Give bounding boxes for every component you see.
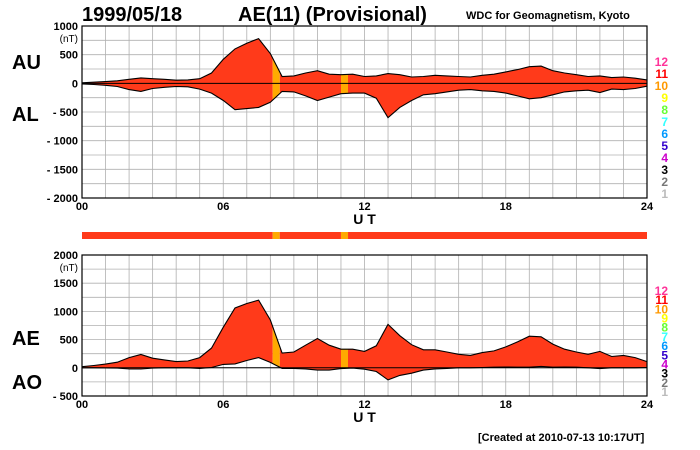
x-tick-label: 06: [217, 201, 229, 213]
x-tick-label: 24: [641, 201, 654, 213]
x-axis-title: U T: [353, 211, 376, 227]
y-tick-label: - 500: [53, 391, 78, 403]
station-scale-label: 4: [661, 151, 668, 165]
station-scale-label: 8: [661, 103, 668, 117]
y-tick-label: 500: [60, 335, 78, 347]
station-strip-10: [340, 232, 349, 239]
series-line-al: [81, 83, 648, 119]
station-scale-label: 6: [661, 127, 668, 141]
data-source: WDC for Geomagnetism, Kyoto: [466, 10, 630, 22]
x-tick-label: 24: [641, 399, 654, 411]
station-strip-11: [82, 232, 273, 239]
station-scale-label: 5: [661, 139, 668, 153]
station-strip-10: [272, 232, 280, 239]
station-scale-label: 9: [661, 312, 668, 326]
y-tick-label: 2000: [54, 250, 78, 262]
station-scale-label: 7: [661, 115, 668, 129]
station-scale-label: 3: [661, 163, 668, 177]
station-scale-label: 11: [655, 293, 668, 307]
y-tick-label: 500: [60, 50, 78, 62]
area-segment-11-stations: [82, 38, 273, 110]
x-tick-label: 18: [500, 399, 512, 411]
area-segment-11-stations: [348, 324, 647, 380]
created-timestamp: [Created at 2010-07-13 10:17UT]: [478, 432, 645, 444]
station-scale-label: 8: [661, 321, 668, 335]
station-scale-label: 11: [655, 67, 668, 81]
panel-1: [81, 254, 648, 397]
y-tick-label: - 500: [53, 107, 78, 119]
station-scale-label: 10: [655, 302, 669, 316]
y-tick-label: 0: [72, 363, 78, 375]
station-scale-label: 2: [661, 376, 668, 390]
x-axis-title: U T: [353, 409, 376, 425]
station-scale-label: 9: [661, 91, 668, 105]
station-scale-label: 1: [661, 187, 668, 201]
plot-title: AE(11) (Provisional): [238, 4, 427, 26]
y-unit-label: (nT): [60, 263, 78, 274]
y-tick-label: 0: [72, 78, 78, 90]
y-tick-label: - 2000: [47, 193, 78, 205]
y-tick-label: - 1000: [47, 136, 78, 148]
area-segment-10-stations: [272, 326, 280, 368]
station-scale-label: 3: [661, 367, 668, 381]
series-line-au: [81, 37, 648, 84]
al-label: AL: [12, 104, 39, 126]
panel-0: [81, 25, 648, 199]
station-scale-label: 1: [661, 385, 668, 399]
ae-label: AE: [12, 328, 40, 350]
y-tick-label: 1000: [54, 21, 78, 33]
y-unit-label: (nT): [60, 34, 78, 45]
x-tick-label: 00: [76, 399, 88, 411]
x-tick-label: 12: [358, 201, 370, 213]
y-tick-label: 1000: [54, 306, 78, 318]
station-scale-label: 7: [661, 330, 668, 344]
station-strip-11: [279, 232, 341, 239]
area-segment-11-stations: [82, 300, 273, 369]
station-scale-label: 10: [655, 79, 669, 93]
series-line-ae: [81, 299, 648, 368]
plot-frame: [81, 25, 648, 199]
ao-label: AO: [12, 372, 42, 394]
station-scale-label: 12: [655, 55, 669, 69]
y-tick-label: - 1500: [47, 164, 78, 176]
y-tick-label: 1500: [54, 278, 78, 290]
station-scale-label: 4: [661, 357, 668, 371]
station-scale-label: 6: [661, 339, 668, 353]
x-tick-label: 18: [500, 201, 512, 213]
station-scale-label: 5: [661, 348, 668, 362]
area-segment-10-stations: [341, 74, 348, 94]
area-segment-10-stations: [341, 349, 348, 369]
area-segment-11-stations: [279, 338, 341, 371]
plot-frame: [81, 254, 648, 397]
plot-date: 1999/05/18: [82, 4, 183, 26]
x-tick-label: 12: [358, 399, 370, 411]
station-scale-label: 12: [655, 284, 669, 298]
station-scale-label: 2: [661, 175, 668, 189]
station-strip-11: [348, 232, 647, 239]
x-tick-label: 00: [76, 201, 88, 213]
area-segment-11-stations: [279, 70, 341, 101]
au-label: AU: [12, 52, 41, 74]
x-tick-label: 06: [217, 399, 229, 411]
